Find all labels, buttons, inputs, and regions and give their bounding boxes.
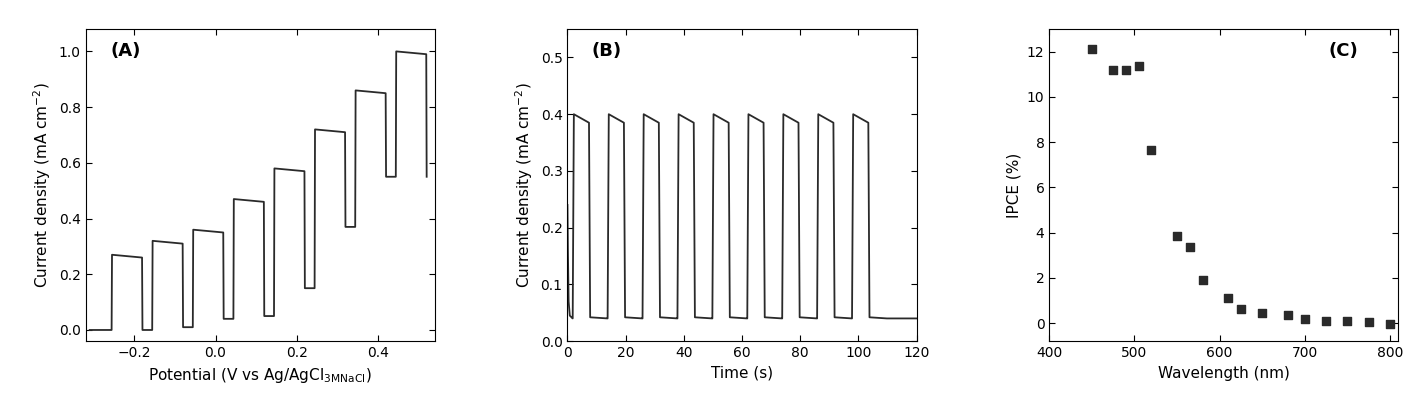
X-axis label: Wavelength (nm): Wavelength (nm) <box>1157 366 1290 381</box>
Point <box>1166 233 1189 239</box>
Point <box>1314 317 1337 324</box>
Point <box>1336 317 1359 324</box>
Point <box>1102 67 1124 73</box>
Point <box>1217 295 1240 302</box>
Text: (C): (C) <box>1329 42 1359 59</box>
Point <box>1114 67 1137 73</box>
Point <box>1192 277 1214 283</box>
Y-axis label: IPCE (%): IPCE (%) <box>1006 153 1022 218</box>
Text: (B): (B) <box>592 42 622 59</box>
Y-axis label: Current density (mA cm$^{-2}$): Current density (mA cm$^{-2}$) <box>31 82 53 288</box>
Point <box>1230 306 1253 313</box>
Point <box>1127 63 1150 70</box>
Y-axis label: Current density (mA cm$^{-2}$): Current density (mA cm$^{-2}$) <box>514 82 535 288</box>
Point <box>1293 316 1316 322</box>
Point <box>1276 312 1299 319</box>
X-axis label: Time (s): Time (s) <box>711 366 773 381</box>
Point <box>1080 46 1103 53</box>
Point <box>1140 147 1163 154</box>
X-axis label: Potential (V vs Ag/AgCl$_{\mathregular{3M NaCl}}$): Potential (V vs Ag/AgCl$_{\mathregular{3… <box>148 366 372 384</box>
Point <box>1251 310 1274 316</box>
Point <box>1179 244 1202 250</box>
Text: (A): (A) <box>110 42 140 59</box>
Point <box>1378 321 1401 327</box>
Point <box>1357 319 1380 325</box>
